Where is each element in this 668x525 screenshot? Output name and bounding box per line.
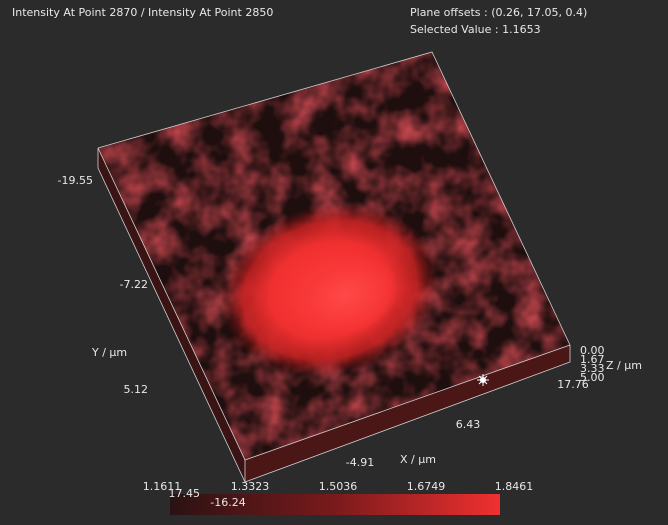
- colorbar-tick-label: 1.8461: [495, 480, 534, 493]
- title: Intensity At Point 2870 / Intensity At P…: [12, 6, 273, 19]
- z-tick-label: 0.00: [580, 344, 605, 357]
- z-axis-label: Z / µm: [606, 359, 642, 372]
- cube-side: [245, 345, 570, 482]
- x-axis-label: X / µm: [400, 453, 436, 466]
- z-tick-label: 5.00: [580, 371, 605, 384]
- selected-value: Selected Value : 1.1653: [410, 23, 541, 36]
- plane-offsets: Plane offsets : (0.26, 17.05, 0.4): [410, 6, 587, 19]
- x-tick-label: 17.76: [557, 378, 589, 391]
- volume-render: [98, 52, 570, 460]
- colorbar-tick-label: 1.6749: [407, 480, 446, 493]
- z-tick-label: 1.67: [580, 353, 605, 366]
- colorbar-tick-label: 1.1611: [143, 480, 182, 493]
- y-tick-label: 17.45: [169, 487, 201, 500]
- light-icon: [477, 374, 489, 386]
- y-tick-label: -19.55: [58, 174, 93, 187]
- colorbar-tick-label: 1.5036: [319, 480, 358, 493]
- z-tick-label: 3.33: [580, 362, 605, 375]
- x-tick-label: -4.91: [346, 456, 374, 469]
- y-tick-label: -7.22: [120, 278, 148, 291]
- x-tick-label: -16.24: [210, 496, 245, 509]
- y-axis-label: Y / µm: [91, 346, 127, 359]
- colorbar-tick-label: 1.3323: [231, 480, 270, 493]
- x-tick-label: 6.43: [456, 418, 481, 431]
- cube-side: [98, 148, 245, 482]
- y-tick-label: 5.12: [124, 383, 149, 396]
- colorbar: [170, 494, 500, 515]
